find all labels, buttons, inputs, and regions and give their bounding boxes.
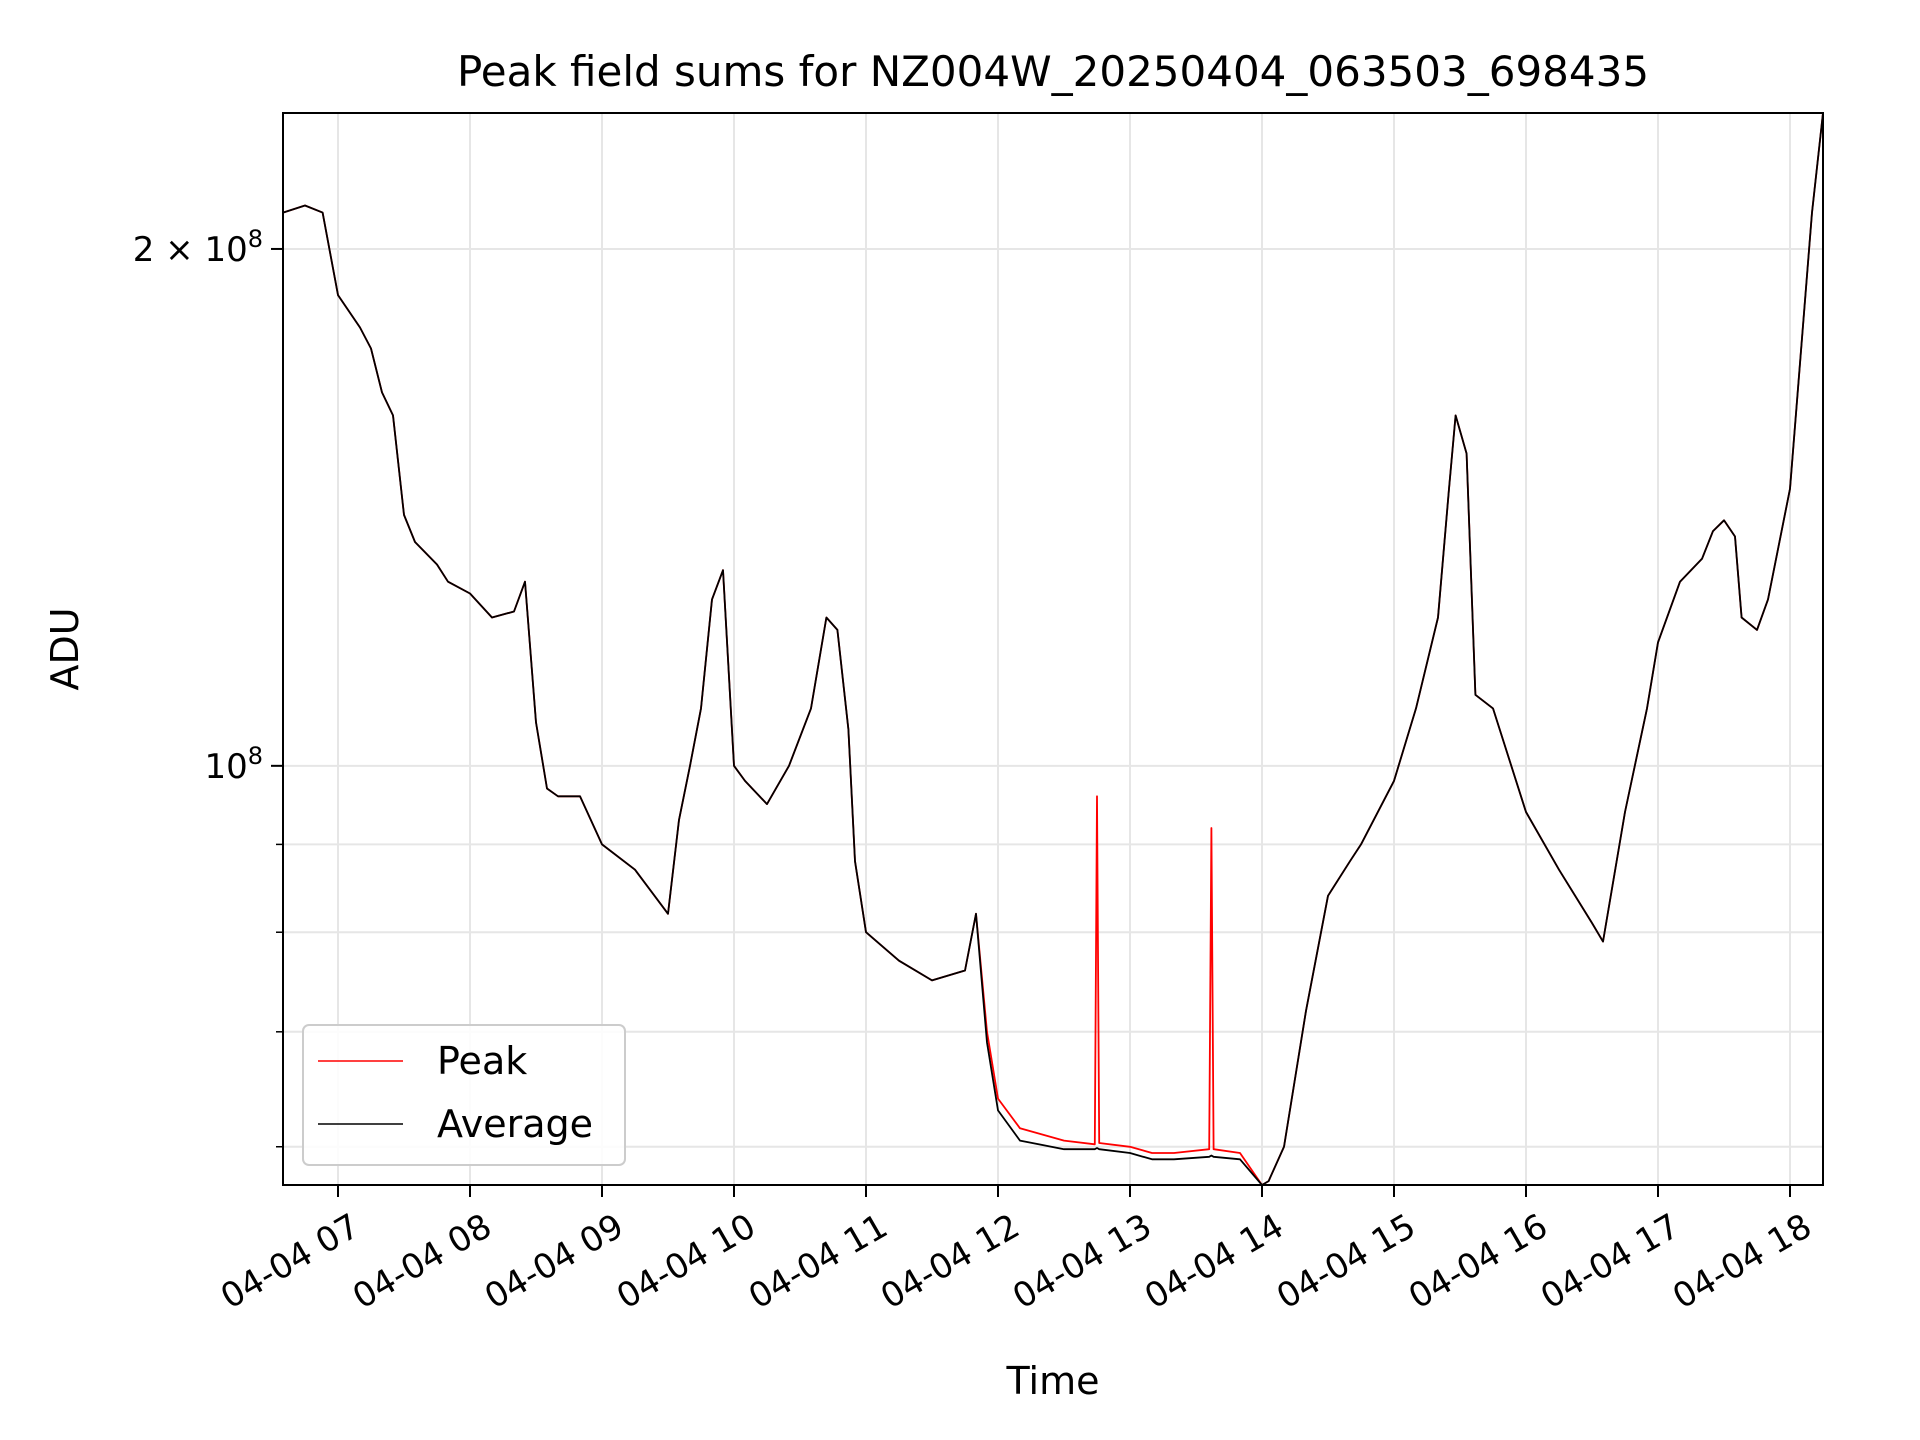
legend: Peak Average (302, 1024, 626, 1166)
y-tick-label: 108 (204, 742, 263, 787)
y-tick-label: 2 × 108 (133, 225, 263, 270)
series-line-average (282, 112, 1824, 1186)
y-axis-label: ADU (43, 607, 87, 690)
x-axis-label: Time (1006, 1359, 1100, 1403)
grid (283, 113, 1823, 1185)
chart-title: Peak field sums for NZ004W_20250404_0635… (457, 47, 1649, 96)
plot-frame (282, 112, 1824, 1186)
series-lines (282, 112, 1824, 1186)
legend-label-average: Average (437, 1102, 593, 1146)
legend-box (302, 1024, 626, 1166)
legend-label-peak: Peak (437, 1039, 527, 1083)
